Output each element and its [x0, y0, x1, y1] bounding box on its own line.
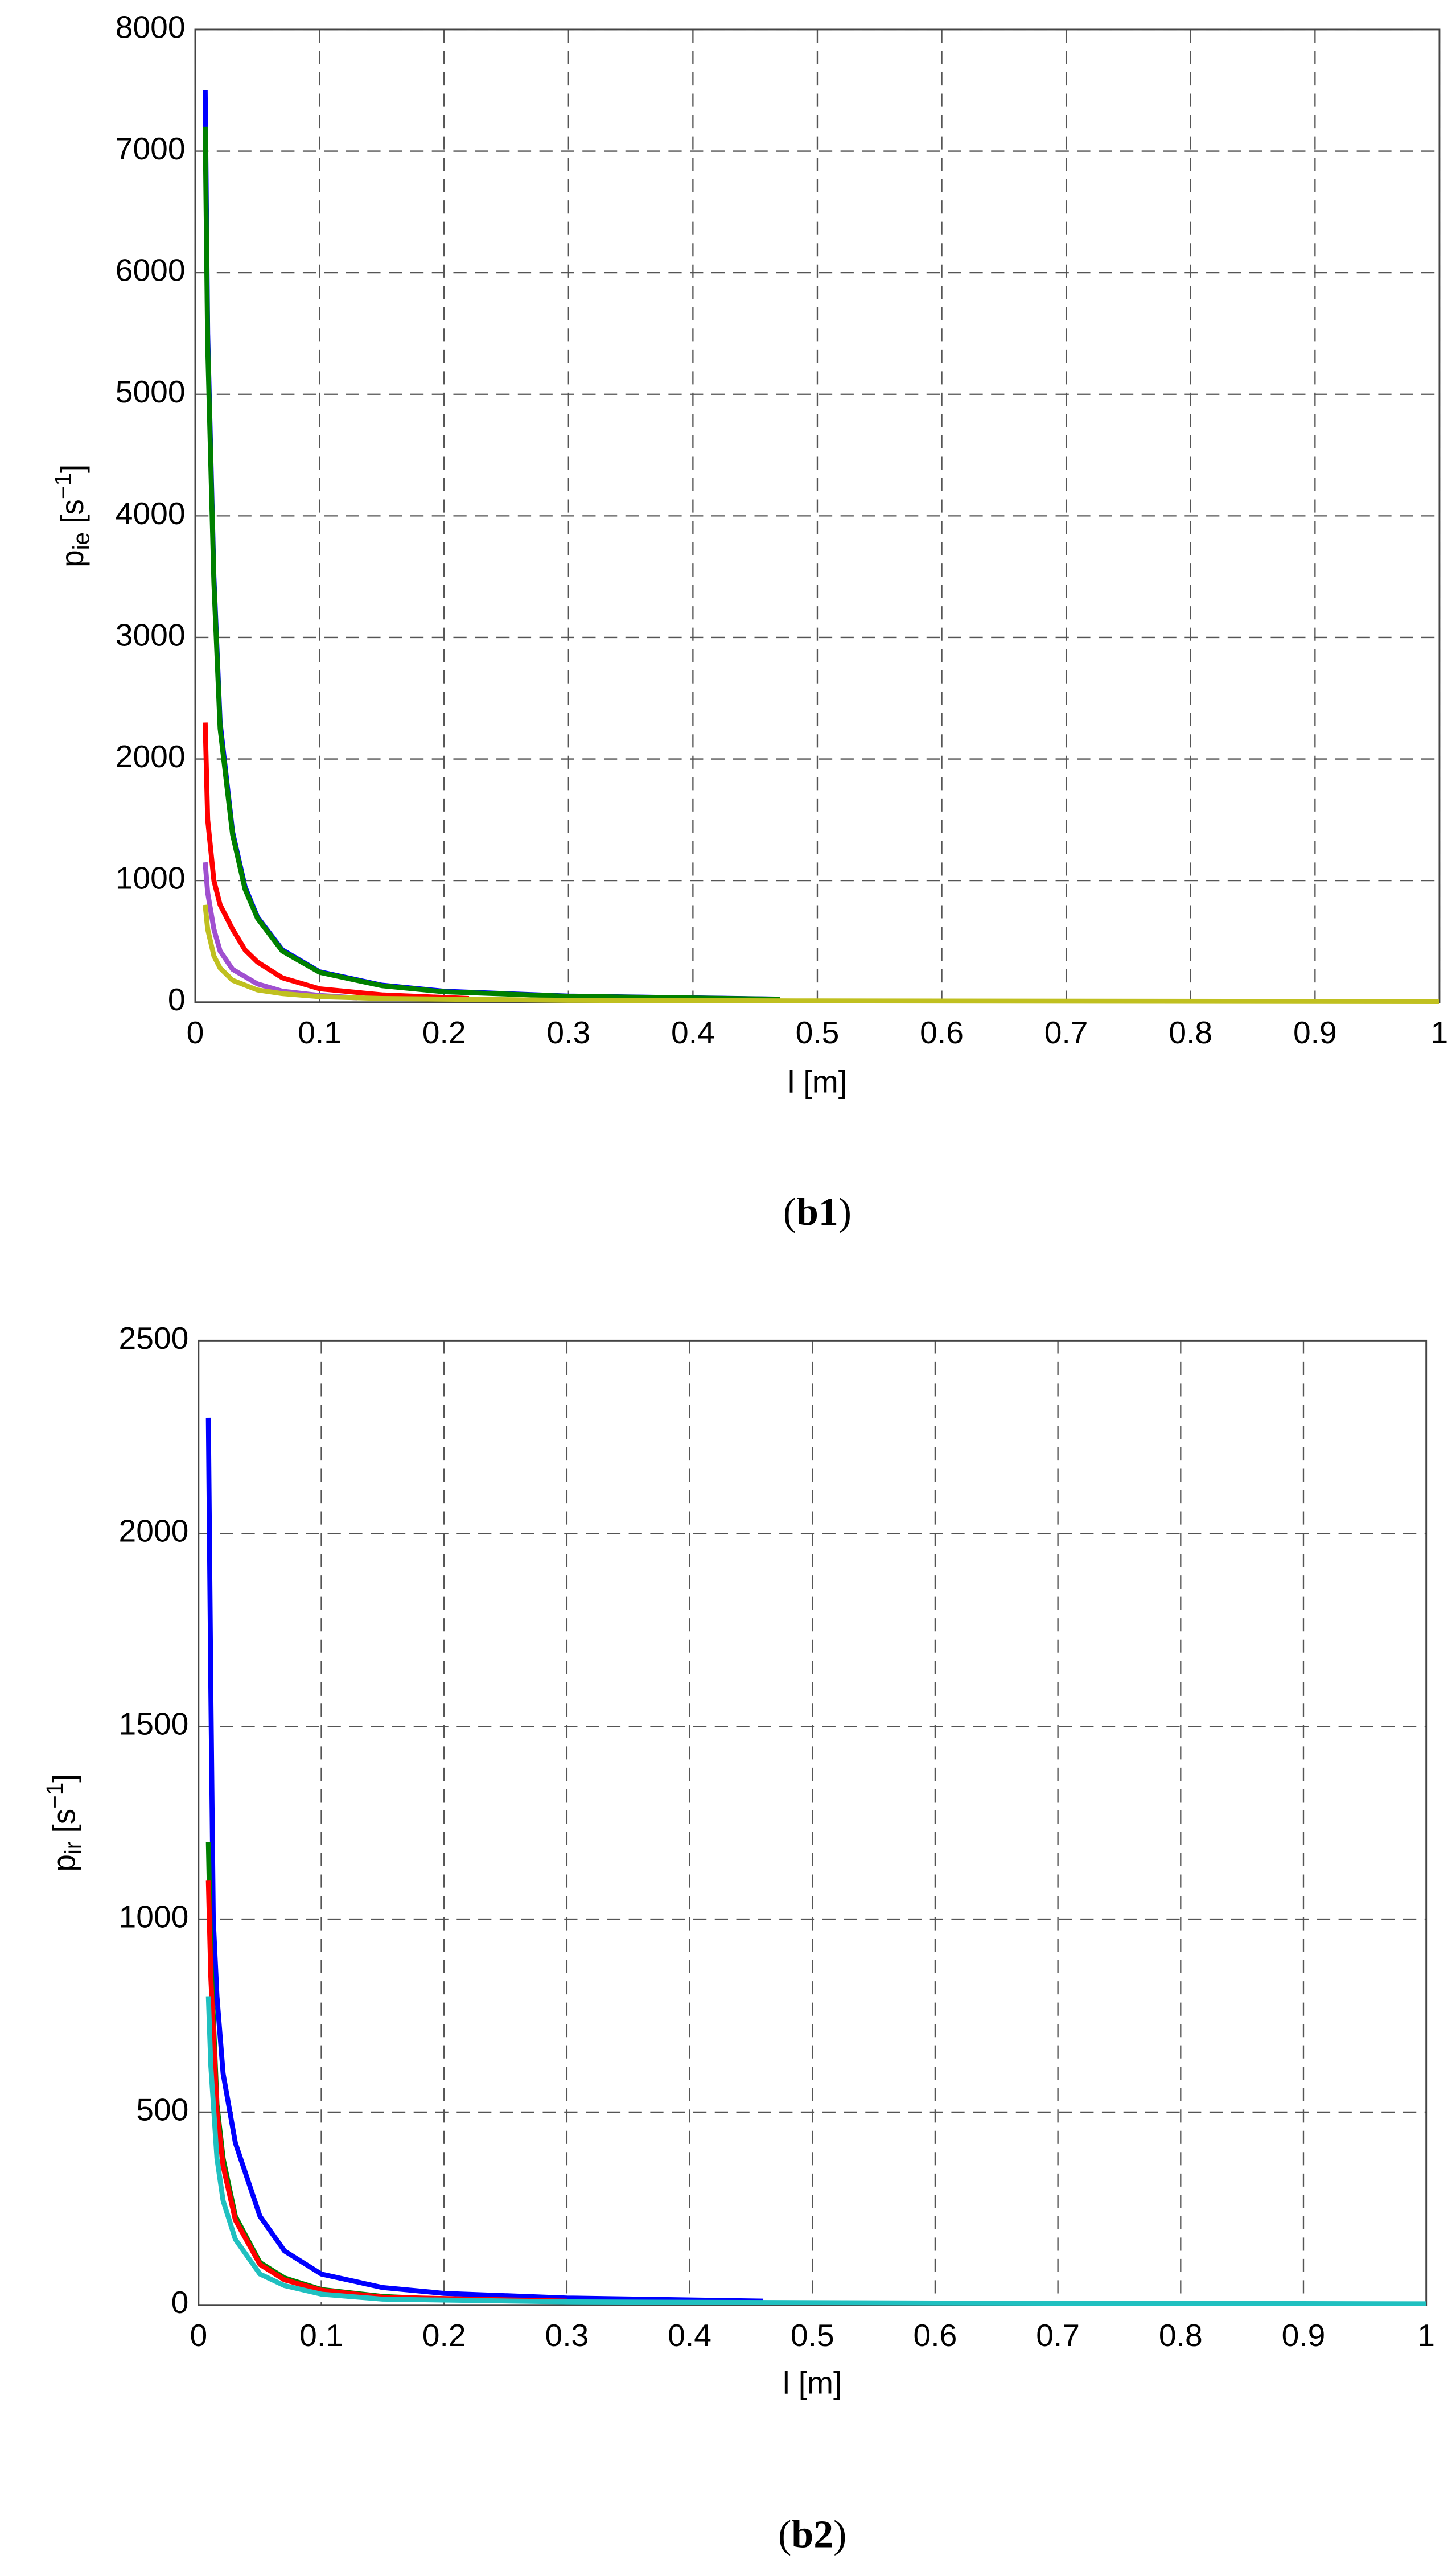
y-label-part: ]	[46, 1773, 81, 1782]
x-tick-label: 0.3	[545, 2318, 589, 2353]
x-tick-label: 0.7	[1036, 2318, 1080, 2353]
x-tick-label: 0.2	[422, 1015, 466, 1050]
data-line	[203, 90, 780, 1002]
x-tick-label: 0.8	[1169, 1015, 1212, 1050]
y-axis-label: pir [s−1]	[41, 1773, 85, 1871]
y-label-part: [s	[54, 499, 89, 532]
data-line	[205, 1996, 1426, 2307]
caption-part: b2	[791, 2513, 833, 2557]
caption-part: )	[838, 1190, 852, 1234]
y-label-part: −1	[41, 1783, 67, 1809]
caption-part: (	[783, 1190, 796, 1234]
data-line	[203, 126, 780, 1002]
caption-part: b1	[796, 1190, 838, 1234]
y-tick-label: 0	[168, 982, 186, 1017]
data-line	[203, 904, 1439, 1005]
x-tick-label: 0	[190, 2318, 207, 2353]
y-tick-label: 0	[171, 2285, 189, 2320]
y-tick-label: 1500	[119, 1706, 189, 1742]
x-tick-label: 0.5	[791, 2318, 834, 2353]
caption: (b2)	[778, 2513, 846, 2557]
y-tick-label: 2500	[119, 1320, 189, 1356]
x-axis-label: l [m]	[783, 2365, 842, 2401]
x-tick-label: 0.7	[1044, 1015, 1088, 1050]
y-tick-label: 8000	[116, 10, 186, 45]
x-axis-label: l [m]	[788, 1064, 847, 1100]
y-label-part: p	[54, 550, 89, 567]
y-tick-label: 2000	[116, 739, 186, 774]
y-label-part: p	[46, 1854, 81, 1872]
y-tick-label: 6000	[116, 253, 186, 288]
y-axis-label: pie [s−1]	[50, 464, 94, 567]
x-tick-label: 0.8	[1159, 2318, 1203, 2353]
x-tick-label: 0.1	[299, 2318, 343, 2353]
y-label-part: ie	[68, 532, 94, 550]
x-tick-label: 1	[1431, 1015, 1449, 1050]
y-label-part: −1	[50, 473, 76, 499]
x-tick-label: 0.6	[920, 1015, 964, 1050]
caption: (b1)	[783, 1190, 852, 1234]
y-label-part: [s	[46, 1809, 81, 1842]
x-tick-label: 0.3	[546, 1015, 590, 1050]
y-tick-label: 5000	[116, 374, 186, 409]
x-tick-label: 0.2	[422, 2318, 466, 2353]
x-tick-label: 0.4	[671, 1015, 715, 1050]
data-line	[203, 722, 470, 1001]
x-tick-label: 1	[1417, 2318, 1435, 2353]
y-tick-label: 1000	[119, 1899, 189, 1935]
y-tick-label: 4000	[116, 496, 186, 531]
x-tick-label: 0.9	[1293, 1015, 1337, 1050]
x-tick-label: 0.4	[668, 2318, 711, 2353]
y-tick-label: 3000	[116, 618, 186, 653]
y-tick-label: 500	[136, 2092, 188, 2128]
x-tick-label: 0.9	[1282, 2318, 1326, 2353]
y-label-part: ]	[54, 464, 89, 473]
y-tick-label: 7000	[116, 131, 186, 166]
x-tick-label: 0.1	[298, 1015, 342, 1050]
x-tick-label: 0.6	[914, 2318, 957, 2353]
y-tick-label: 1000	[116, 861, 186, 896]
x-tick-label: 0.5	[796, 1015, 840, 1050]
data-line	[205, 1417, 764, 2304]
data-line	[205, 1880, 567, 2304]
y-label-part: ir	[59, 1842, 85, 1854]
x-tick-label: 0	[187, 1015, 204, 1050]
caption-part: )	[833, 2513, 846, 2557]
y-tick-label: 2000	[119, 1513, 189, 1549]
caption-part: (	[778, 2513, 791, 2557]
